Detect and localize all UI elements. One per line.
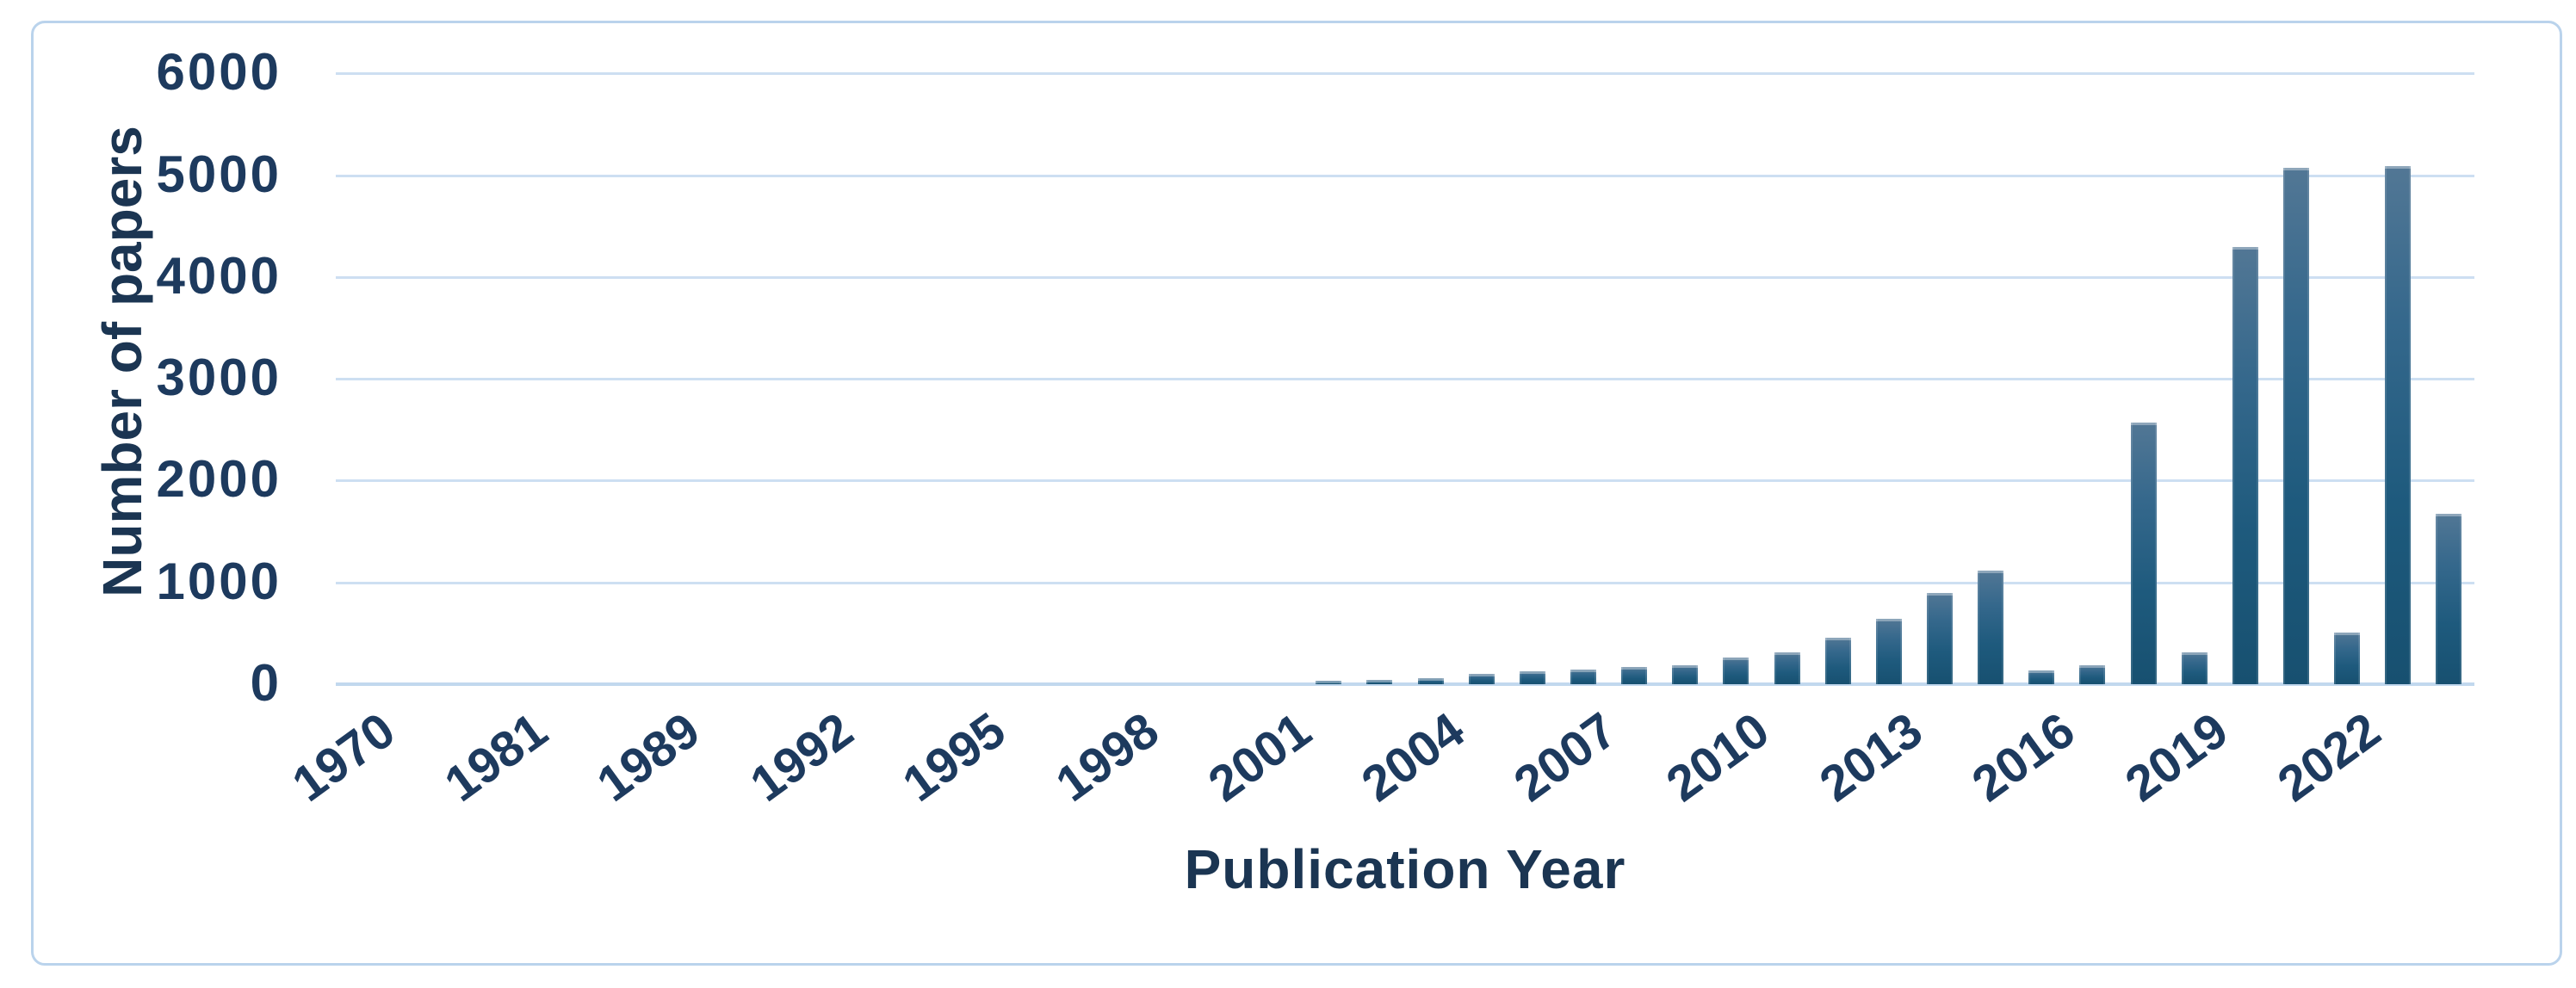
y-tick-label-0: 0: [250, 654, 282, 712]
bar-2015: [1978, 571, 2004, 684]
bar-2016: [2028, 670, 2055, 684]
y-tick-label-5000: 5000: [156, 145, 282, 203]
bar-2023: [2385, 165, 2412, 684]
bar-2006: [1519, 671, 1545, 684]
bar-2018: [2130, 422, 2157, 684]
x-tick-label-1992: 1992: [740, 701, 864, 813]
bar-2014: [1927, 593, 1953, 684]
bar-2004: [1417, 677, 1444, 684]
x-tick-label-2007: 2007: [1503, 701, 1627, 813]
bar-2019: [2181, 652, 2208, 684]
y-tick-label-6000: 6000: [156, 43, 282, 102]
chart-outer-border: [31, 21, 2562, 966]
x-tick-label-1998: 1998: [1045, 701, 1169, 813]
y-tick-label-3000: 3000: [156, 349, 282, 407]
y-tick-label-4000: 4000: [156, 246, 282, 305]
x-axis-line: [336, 682, 2474, 686]
gridline-4000: [336, 275, 2474, 279]
bar-2021: [2283, 168, 2309, 684]
bar-2002: [1316, 680, 1342, 684]
gridline-6000: [336, 72, 2474, 76]
bar-2003: [1366, 679, 1393, 684]
x-tick-label-2001: 2001: [1198, 701, 1322, 813]
bar-2024: [2436, 514, 2462, 684]
x-tick-label-2010: 2010: [1656, 701, 1780, 813]
x-tick-label-2019: 2019: [2115, 701, 2239, 813]
y-axis-title: Number of papers: [91, 126, 153, 597]
bar-2007: [1570, 670, 1596, 684]
x-axis-title: Publication Year: [1184, 838, 1626, 900]
x-tick-label-2004: 2004: [1351, 701, 1475, 813]
bar-2012: [1824, 638, 1851, 684]
x-tick-label-2022: 2022: [2268, 701, 2391, 813]
x-tick-label-1981: 1981: [434, 701, 558, 813]
x-tick-label-2013: 2013: [1809, 701, 1933, 813]
x-tick-label-2016: 2016: [1962, 701, 2085, 813]
gridline-5000: [336, 174, 2474, 177]
bar-2017: [2079, 664, 2106, 684]
bar-2011: [1774, 652, 1800, 684]
x-tick-label-1995: 1995: [893, 701, 1016, 813]
bar-2022: [2334, 633, 2361, 684]
y-tick-label-1000: 1000: [156, 552, 282, 610]
bar-2009: [1672, 665, 1699, 684]
x-tick-label-1989: 1989: [587, 701, 710, 813]
bar-2020: [2232, 247, 2258, 684]
bar-2013: [1875, 618, 1902, 684]
x-tick-label-1970: 1970: [282, 701, 406, 813]
bar-2010: [1723, 658, 1749, 684]
bar-2008: [1621, 666, 1648, 684]
gridline-3000: [336, 378, 2474, 381]
gridline-2000: [336, 479, 2474, 483]
y-tick-label-2000: 2000: [156, 450, 282, 509]
gridline-1000: [336, 581, 2474, 584]
bar-2005: [1468, 674, 1495, 684]
